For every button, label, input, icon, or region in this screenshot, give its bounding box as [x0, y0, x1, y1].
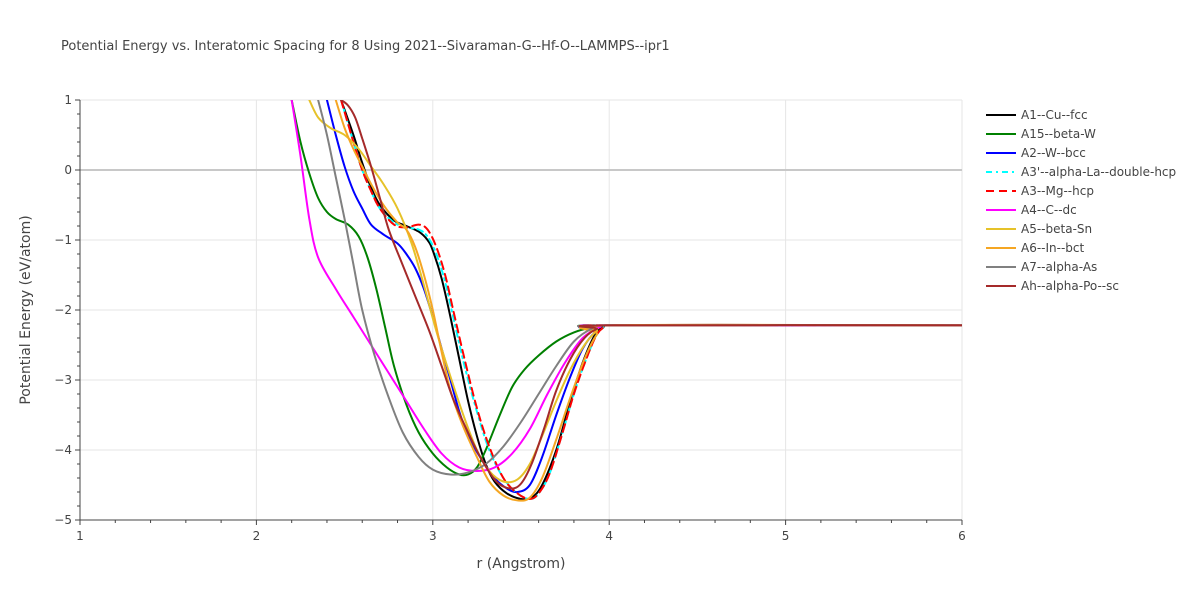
series-line-a5-beta-sn	[308, 100, 962, 484]
y-axis-label: Potential Energy (eV/atom)	[18, 215, 34, 404]
series-lines	[290, 100, 962, 502]
series-line-a6-in-bct	[334, 100, 962, 502]
series-line-a4-c-dc	[290, 100, 962, 472]
legend-label-a6-in-bct: A6--In--bct	[1021, 241, 1085, 255]
x-axis-label: r (Angstrom)	[477, 556, 566, 572]
series-line-a3-alpha-la-double-hcp	[340, 100, 962, 500]
legend-label-a4-c-dc: A4--C--dc	[1021, 203, 1077, 217]
legend-label-a5-beta-sn: A5--beta-Sn	[1021, 222, 1092, 236]
x-tick-label: 3	[429, 529, 437, 543]
y-tick-label: −4	[54, 443, 72, 457]
x-tick-label: 5	[782, 529, 790, 543]
y-tick-label: −2	[54, 303, 72, 317]
series-line-ah-alpha-po-sc	[340, 100, 962, 490]
legend-label-a3-alpha-la-double-hcp: A3'--alpha-La--double-hcp	[1021, 165, 1176, 179]
y-tick-label: 0	[64, 163, 72, 177]
legend-label-a7-alpha-as: A7--alpha-As	[1021, 260, 1097, 274]
series-line-a15-beta-w	[290, 100, 962, 477]
legend-label-a3-mg-hcp: A3--Mg--hcp	[1021, 184, 1094, 198]
y-tick-label: −5	[54, 513, 72, 527]
legend-label-a2-w-bcc: A2--W--bcc	[1021, 146, 1086, 160]
series-line-a3-mg-hcp	[340, 100, 962, 500]
chart-title: Potential Energy vs. Interatomic Spacing…	[61, 39, 670, 54]
legend-label-a15-beta-w: A15--beta-W	[1021, 127, 1096, 141]
series-line-a7-alpha-as	[317, 100, 962, 476]
legend: A1--Cu--fcc A15--beta-W A2--W--bcc A3'--alp…	[986, 108, 1176, 293]
series-line-a1-cu-fcc	[340, 100, 962, 501]
y-tick-label: −3	[54, 373, 72, 387]
y-tick-label: 1	[64, 93, 72, 107]
x-tick-label: 6	[958, 529, 966, 543]
grid	[80, 99, 963, 520]
x-tick-label: 2	[253, 529, 261, 543]
x-tick-label: 4	[605, 529, 613, 543]
y-tick-label: −1	[54, 233, 72, 247]
x-tick-label: 1	[76, 529, 84, 543]
series-line-a2-w-bcc	[325, 100, 962, 494]
legend-label-ah-alpha-po-sc: Ah--alpha-Po--sc	[1021, 279, 1119, 293]
legend-label-a1-cu-fcc: A1--Cu--fcc	[1021, 108, 1088, 122]
axes: 1 2 3 4 5 6 1 0 −1 −2 −3 −4 −5	[54, 93, 966, 543]
